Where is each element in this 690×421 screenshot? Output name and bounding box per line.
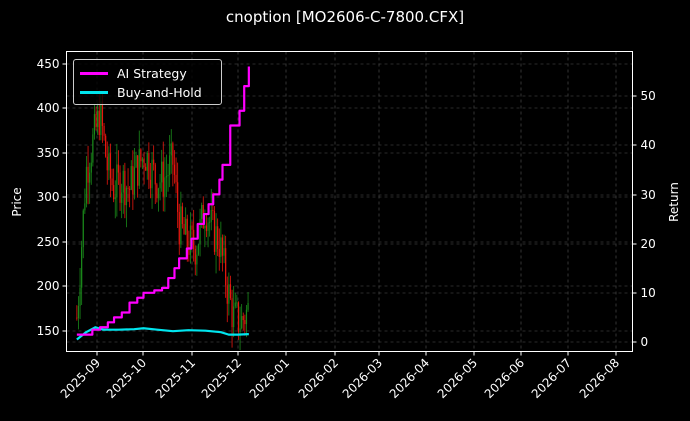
chart-title: cnoption [MO2606-C-7800.CFX] xyxy=(225,8,465,26)
x-tick-label: 2025-10 xyxy=(104,356,149,401)
x-tick-label: 2026-03 xyxy=(340,356,385,401)
x-tick-label: 2025-09 xyxy=(58,356,103,401)
legend-label: Buy-and-Hold xyxy=(117,84,202,100)
x-tick-label: 2026-05 xyxy=(435,356,480,401)
right-tick-label: 10 xyxy=(641,286,656,300)
x-axis: 2025-09 2025-10 2025-11 2025-12 2026-01 2026-… xyxy=(58,351,622,401)
plot-frame xyxy=(66,51,633,352)
ai-strategy-swatch-icon xyxy=(80,71,108,75)
x-tick-label: 2026-07 xyxy=(529,356,574,401)
left-tick-label: 300 xyxy=(37,190,60,204)
x-tick-label: 2026-08 xyxy=(577,356,622,401)
x-tick-label: 2026-04 xyxy=(387,356,432,401)
right-axis-label: Return xyxy=(667,182,681,222)
left-tick-label: 200 xyxy=(37,279,60,293)
gridlines xyxy=(66,51,633,352)
left-tick-label: 350 xyxy=(37,146,60,160)
buy-and-hold-line xyxy=(76,326,249,341)
left-tick-label: 150 xyxy=(37,324,60,338)
legend-item-buy-and-hold: Buy-and-Hold xyxy=(80,84,202,100)
buy-and-hold-swatch-icon xyxy=(80,90,108,94)
left-y-axis: 450 400 350 300 250 200 150 xyxy=(37,57,67,338)
left-tick-label: 250 xyxy=(37,235,60,249)
right-y-axis: 50 40 30 20 10 0 xyxy=(632,89,656,349)
right-tick-label: 40 xyxy=(641,138,656,152)
x-tick-label: 2026-01 xyxy=(247,356,292,401)
legend: AI Strategy Buy-and-Hold xyxy=(73,59,222,105)
right-tick-label: 30 xyxy=(641,188,656,202)
x-tick-label: 2025-12 xyxy=(199,356,244,401)
left-tick-label: 450 xyxy=(37,57,60,71)
x-tick-label: 2026-06 xyxy=(482,356,527,401)
right-tick-label: 50 xyxy=(641,89,656,103)
right-tick-label: 0 xyxy=(641,335,649,349)
right-tick-label: 20 xyxy=(641,237,656,251)
left-tick-label: 400 xyxy=(37,101,60,115)
x-tick-label: 2025-11 xyxy=(153,356,198,401)
candlestick-series xyxy=(76,90,249,351)
x-tick-label: 2026-02 xyxy=(296,356,341,401)
left-axis-label: Price xyxy=(10,187,24,216)
legend-item-ai-strategy: AI Strategy xyxy=(80,65,187,81)
legend-label: AI Strategy xyxy=(117,65,187,81)
ai-strategy-line xyxy=(76,66,250,336)
